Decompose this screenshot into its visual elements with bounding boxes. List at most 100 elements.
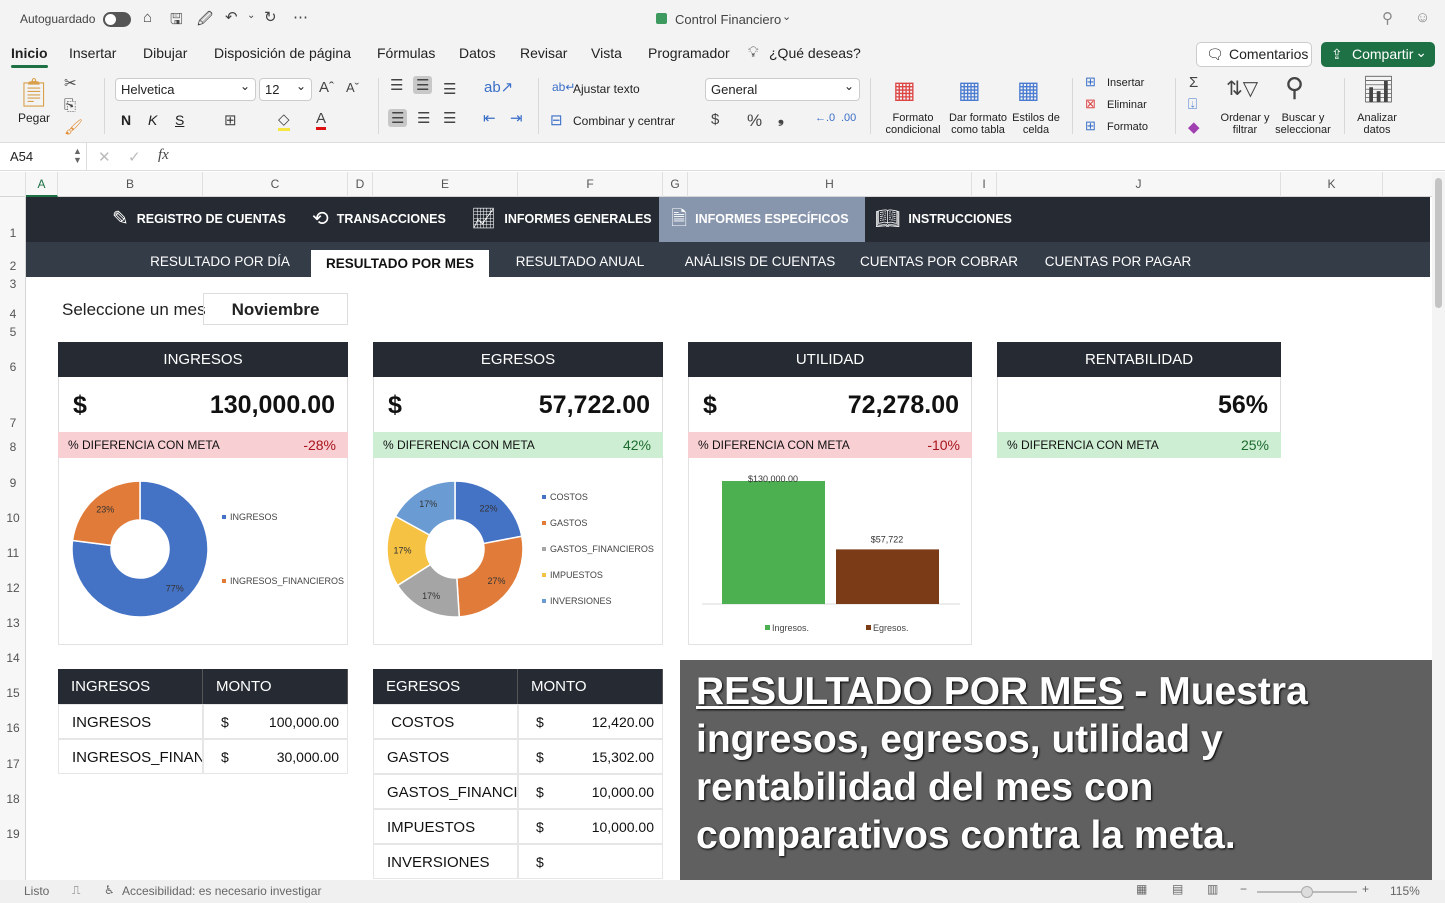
table-cell-concept[interactable]: COSTOS	[373, 704, 518, 739]
column-header[interactable]: C	[203, 172, 348, 197]
scroll-thumb[interactable]	[1435, 178, 1442, 308]
conditional-format-icon[interactable]: ▦	[893, 77, 916, 104]
normal-view-icon[interactable]: ▦	[1136, 882, 1148, 896]
increase-decimal-icon[interactable]: ←.0	[815, 112, 836, 124]
bold-button[interactable]: N	[121, 112, 132, 128]
increase-indent-icon[interactable]: ⇥	[510, 110, 523, 127]
row-header[interactable]: 3	[9, 277, 17, 291]
more-icon[interactable]: ⋯	[293, 9, 308, 26]
title-chevron-icon[interactable]: ⌄	[782, 11, 792, 23]
currency-icon[interactable]: $	[711, 111, 720, 128]
enter-icon[interactable]: ✓	[128, 149, 141, 166]
conditional-format-button[interactable]: Formato condicional	[885, 112, 941, 136]
row-header[interactable]: 8	[9, 440, 17, 454]
chart-container[interactable]	[373, 458, 663, 645]
month-select[interactable]: Noviembre	[203, 293, 348, 325]
nav-informes-especificos[interactable]: 🗎 INFORMES ESPECÍFICOS	[659, 197, 865, 242]
row-header[interactable]: 17	[6, 757, 20, 771]
row-header[interactable]: 5	[9, 325, 17, 339]
autosave-toggle[interactable]	[103, 12, 131, 27]
zoom-level[interactable]: 115%	[1390, 884, 1420, 898]
column-header[interactable]: K	[1281, 172, 1383, 197]
italic-button[interactable]: K	[148, 112, 158, 128]
zoom-slider-thumb[interactable]	[1301, 886, 1313, 898]
underline-button[interactable]: S	[175, 112, 185, 128]
table-cell-amount[interactable]: $10,000.00	[518, 809, 663, 844]
row-header[interactable]: 6	[9, 360, 17, 374]
column-header[interactable]: G	[663, 172, 688, 197]
decrease-decimal-icon[interactable]: .00	[841, 112, 857, 124]
tab-disposicion[interactable]: Disposición de página	[214, 45, 351, 61]
page-break-icon[interactable]: ▥	[1207, 882, 1219, 896]
redo-icon[interactable]: ↻	[264, 9, 277, 26]
format-painter-icon[interactable]: 🖌︎	[64, 119, 84, 136]
tab-inicio[interactable]: Inicio	[11, 45, 48, 68]
tab-programador[interactable]: Programador	[648, 45, 730, 61]
paste-icon[interactable]: 📋︎	[16, 77, 52, 108]
table-cell-amount[interactable]: $15,302.00	[518, 739, 663, 774]
comma-icon[interactable]: ❟	[778, 110, 784, 127]
analyze-data-icon[interactable]: 📊︎	[1362, 74, 1396, 104]
font-size-select[interactable]: 12	[259, 78, 312, 101]
orientation-icon[interactable]: ab↗	[484, 79, 514, 96]
column-header[interactable]: H	[688, 172, 972, 197]
find-select-icon[interactable]: ⚲	[1285, 72, 1305, 102]
home-icon[interactable]: ⌂	[143, 9, 153, 26]
comments-button[interactable]: 🗨︎ Comentarios	[1196, 42, 1312, 67]
chart-container[interactable]	[58, 458, 348, 645]
undo-dropdown-icon[interactable]: ⌄	[247, 10, 256, 21]
column-header[interactable]: F	[518, 172, 663, 197]
decrease-font-icon[interactable]: Aˇ	[346, 80, 359, 95]
macro-icon[interactable]: ⎍	[72, 883, 81, 897]
percent-icon[interactable]: %	[747, 111, 763, 130]
column-header[interactable]: A	[26, 172, 58, 197]
subnav-cuentas-cobrar[interactable]: CUENTAS POR COBRAR	[859, 254, 1019, 269]
row-header[interactable]: 13	[6, 616, 20, 630]
fill-icon[interactable]: ⍗	[1188, 96, 1198, 113]
increase-font-icon[interactable]: Aˆ	[319, 79, 334, 96]
align-left-icon[interactable]: ☰	[388, 109, 408, 127]
document-title[interactable]: Control Financiero	[675, 12, 782, 27]
subnav-resultado-dia[interactable]: RESULTADO POR DÍA	[150, 254, 290, 269]
row-header[interactable]: 14	[6, 651, 20, 665]
wrap-text-button[interactable]: Ajustar texto	[573, 82, 640, 96]
format-cells-button[interactable]: Formato	[1107, 121, 1148, 133]
cell-styles-icon[interactable]: ▦	[1017, 77, 1040, 104]
row-header[interactable]: 12	[6, 581, 20, 595]
cell-styles-button[interactable]: Estilos de celda	[1012, 112, 1060, 136]
table-cell-concept[interactable]: INGRESOS	[58, 704, 203, 739]
analyze-data-button[interactable]: Analizar datos	[1357, 112, 1397, 136]
borders-icon[interactable]: ⊞	[224, 112, 237, 129]
table-cell-amount[interactable]: $12,420.00	[518, 704, 663, 739]
cut-icon[interactable]: ✂	[64, 75, 77, 92]
font-color-icon[interactable]: A	[316, 110, 327, 130]
sort-filter-button[interactable]: Ordenar y filtrar	[1220, 112, 1270, 136]
subnav-analisis-cuentas[interactable]: ANÁLISIS DE CUENTAS	[684, 254, 836, 269]
autosum-icon[interactable]: Σ	[1189, 74, 1199, 91]
tab-datos[interactable]: Datos	[459, 45, 496, 61]
table-cell-concept[interactable]: INGRESOS_FINANC	[58, 739, 203, 774]
insert-cells-button[interactable]: Insertar	[1107, 77, 1145, 89]
row-header[interactable]: 7	[9, 416, 17, 430]
table-cell-concept[interactable]: GASTOS_FINANCI	[373, 774, 518, 809]
sort-filter-icon[interactable]: ⇅▽	[1226, 78, 1259, 100]
decrease-indent-icon[interactable]: ⇤	[483, 110, 496, 127]
chart-container[interactable]	[688, 458, 972, 645]
tell-me-input[interactable]: ¿Qué deseas?	[769, 45, 861, 61]
accessibility-icon[interactable]: ♿︎	[104, 883, 115, 897]
column-header[interactable]: B	[58, 172, 203, 197]
zoom-in-icon[interactable]: +	[1362, 882, 1370, 896]
column-header[interactable]: D	[348, 172, 373, 197]
name-box[interactable]: A54	[10, 149, 34, 164]
row-header[interactable]: 9	[9, 476, 17, 490]
format-as-table-icon[interactable]: ▦	[958, 77, 981, 104]
tab-dibujar[interactable]: Dibujar	[143, 45, 188, 61]
row-header[interactable]: 4	[9, 307, 17, 321]
column-header[interactable]: I	[972, 172, 997, 197]
table-cell-concept[interactable]: GASTOS	[373, 739, 518, 774]
row-header[interactable]: 16	[6, 721, 20, 735]
table-cell-amount[interactable]: $10,000.00	[518, 774, 663, 809]
row-header[interactable]: 2	[9, 259, 17, 273]
copy-icon[interactable]: ⎘	[64, 97, 77, 114]
table-cell-amount[interactable]: $100,000.00	[203, 704, 348, 739]
